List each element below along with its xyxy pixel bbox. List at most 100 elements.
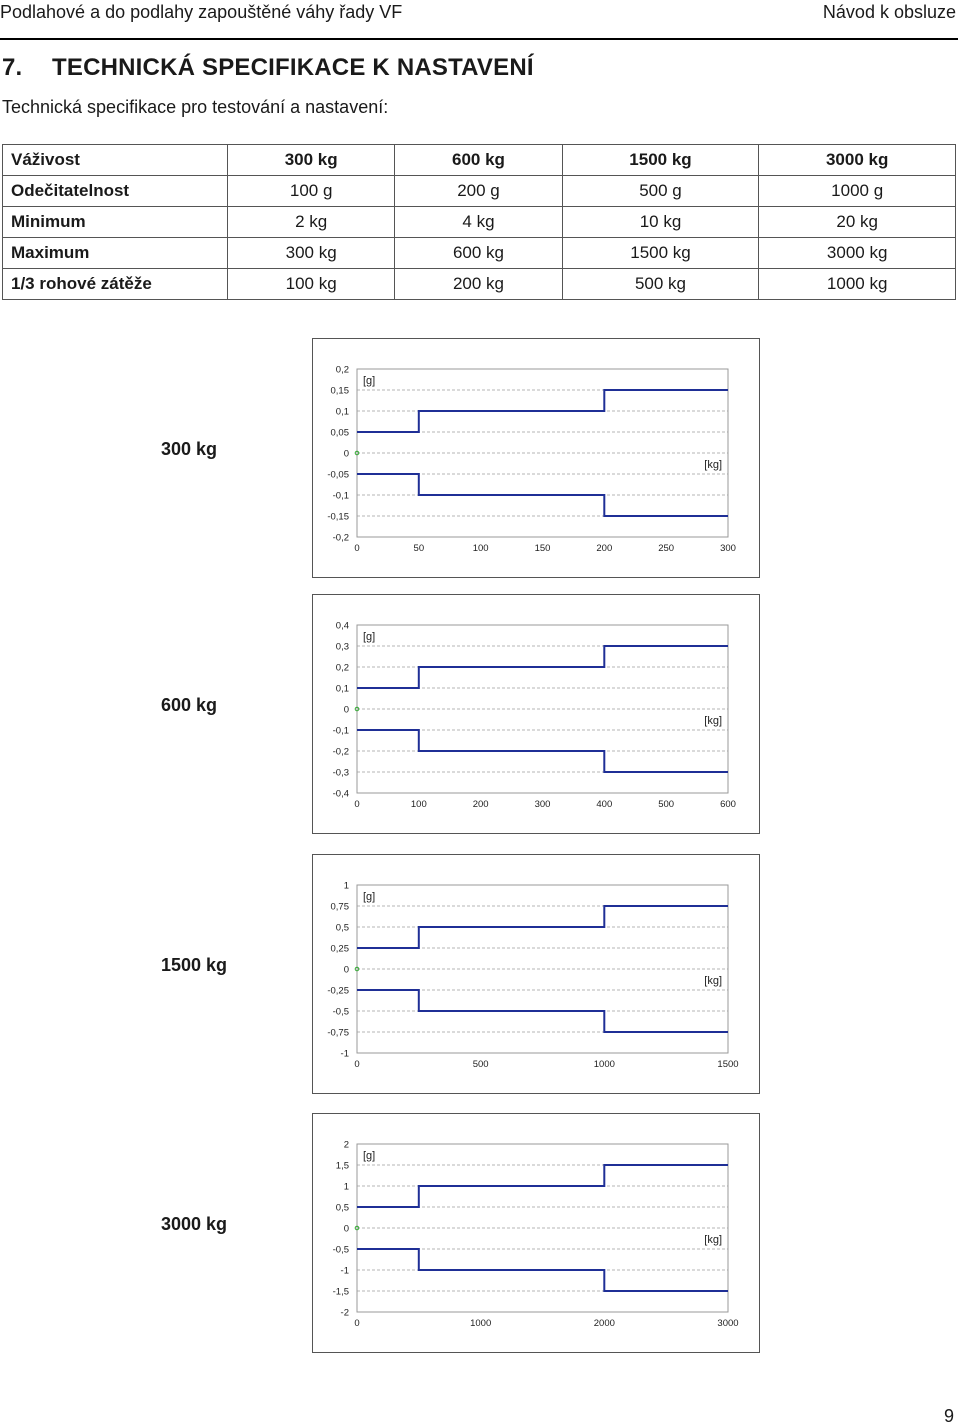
y-tick-label: -0,5 (333, 1245, 349, 1256)
table-cell: 600 kg (394, 237, 563, 269)
table-cell: 2 kg (226, 206, 396, 238)
origin-marker (354, 966, 360, 972)
table-cell: 300 kg (226, 237, 396, 269)
chart-frame (312, 1113, 760, 1353)
table-cell: 500 g (561, 175, 760, 207)
page-header: Podlahové a do podlahy zapouštěné váhy ř… (0, 0, 960, 40)
section-subtitle: Technická specifikace pro testování a na… (2, 97, 389, 117)
table-row: Minimum 2 kg 4 kg 10 kg 20 kg (2, 206, 956, 238)
y-tick-label: 0,1 (336, 684, 349, 695)
x-tick-label: 100 (473, 543, 489, 554)
y-tick-label: 0,5 (336, 1203, 349, 1214)
table-cell: 1500 kg (561, 144, 760, 176)
y-tick-label: 0,4 (336, 621, 349, 632)
y-tick-label: 0,15 (331, 386, 350, 397)
y-tick-label: -1,5 (333, 1287, 349, 1298)
chart-frame (312, 338, 760, 578)
x-tick-label: 2000 (594, 1318, 615, 1329)
origin-marker (354, 1225, 360, 1231)
chart-capacity-label: 3000 kg (161, 1214, 228, 1234)
y-axis-label: [g] (363, 1150, 375, 1162)
y-tick-label: 0,2 (336, 663, 349, 674)
chart-svg: 0,2 0,15 0,1 0,05 0 -0,05 -0,1 -0,15 -0,2 0 50 100 1… (312, 338, 760, 578)
chart-capacity-label: 300 kg (161, 439, 218, 459)
y-tick-label: 0,75 (331, 902, 350, 913)
series-lower-line (357, 729, 728, 773)
x-tick-label: 0 (354, 543, 359, 554)
y-tick-label: -0,4 (333, 789, 349, 800)
row-label: Maximum (2, 237, 228, 269)
x-tick-label: 300 (535, 799, 551, 810)
x-tick-label: 0 (354, 799, 359, 810)
series-upper-line (357, 645, 728, 689)
header-doc-type: Návod k obsluze (822, 2, 956, 22)
x-axis-label: [kg] (704, 975, 722, 987)
x-tick-label: 400 (596, 799, 612, 810)
y-tick-label: -0,1 (333, 726, 349, 737)
row-label: Váživost (2, 144, 228, 176)
y-tick-label: 0 (344, 705, 349, 716)
table-cell: 300 kg (226, 144, 396, 176)
page-number: 9 (943, 1406, 954, 1426)
chart-capacity-label: 1500 kg (161, 955, 228, 975)
table-cell: 600 kg (394, 144, 563, 176)
table-row: Maximum 300 kg 600 kg 1500 kg 3000 kg (2, 237, 956, 269)
series-upper-line (357, 905, 728, 949)
table-cell: 4 kg (394, 206, 563, 238)
chart-svg: 2 1,5 1 0,5 0 -0,5 -1 -1,5 -2 0 1000 2000 3000 [g] [kg… (312, 1113, 760, 1353)
table-cell: 1500 kg (561, 237, 760, 269)
x-tick-label: 200 (596, 543, 612, 554)
y-tick-label: 0,05 (331, 428, 350, 439)
table-cell: 100 g (226, 175, 396, 207)
table-row: Váživost 300 kg 600 kg 1500 kg 3000 kg (2, 144, 956, 176)
origin-marker (354, 706, 360, 712)
y-tick-label: -2 (341, 1308, 349, 1319)
x-tick-label: 500 (658, 799, 674, 810)
section-heading: 7. TECHNICKÁ SPECIFIKACE K NASTAVENÍ (2, 54, 534, 82)
plot-area (356, 624, 729, 794)
x-axis-label: [kg] (704, 1234, 722, 1246)
table-cell: 20 kg (758, 206, 956, 238)
y-tick-label: 0 (344, 1224, 349, 1235)
x-tick-label: 300 (720, 543, 736, 554)
y-tick-label: -1 (341, 1266, 349, 1277)
x-axis-label: [kg] (704, 459, 722, 471)
x-tick-label: 250 (658, 543, 674, 554)
table-cell: 3000 kg (758, 237, 956, 269)
y-tick-label: -0,25 (327, 986, 349, 997)
chart-frame (312, 854, 760, 1094)
y-tick-label: -0,3 (333, 768, 349, 779)
series-upper-line (357, 389, 728, 433)
x-tick-label: 600 (720, 799, 736, 810)
table-cell: 1000 g (758, 175, 956, 207)
row-label: 1/3 rohové zátěže (2, 268, 228, 300)
x-tick-label: 100 (411, 799, 427, 810)
y-tick-label: -0,5 (333, 1007, 349, 1018)
table-row: Odečitatelnost 100 g 200 g 500 g 1000 g (2, 175, 956, 207)
x-tick-label: 1000 (470, 1318, 491, 1329)
y-tick-label: 2 (344, 1140, 349, 1151)
y-tick-label: 0 (344, 965, 349, 976)
y-tick-label: -1 (341, 1049, 349, 1060)
plot-area (356, 884, 729, 1054)
y-tick-label: 0,3 (336, 642, 349, 653)
x-tick-label: 0 (354, 1059, 359, 1070)
y-tick-label: -0,15 (327, 512, 349, 523)
series-lower-line (357, 473, 728, 517)
plot-area (356, 1143, 729, 1313)
y-axis-label: [g] (363, 631, 375, 643)
x-tick-label: 1000 (594, 1059, 615, 1070)
x-tick-label: 0 (354, 1318, 359, 1329)
table-cell: 10 kg (561, 206, 760, 238)
y-tick-label: 0,5 (336, 923, 349, 934)
x-axis-label: [kg] (704, 715, 722, 727)
x-tick-label: 200 (473, 799, 489, 810)
y-tick-label: -0,05 (327, 470, 349, 481)
header-rule (0, 38, 958, 40)
y-tick-label: 1 (344, 881, 349, 892)
table-cell: 200 kg (394, 268, 563, 300)
x-tick-label: 3000 (717, 1318, 738, 1329)
chart-svg: 1 0,75 0,5 0,25 0 -0,25 -0,5 -0,75 -1 0 500 1000 150… (312, 854, 760, 1094)
origin-marker (354, 450, 360, 456)
table-cell: 1000 kg (758, 268, 956, 300)
